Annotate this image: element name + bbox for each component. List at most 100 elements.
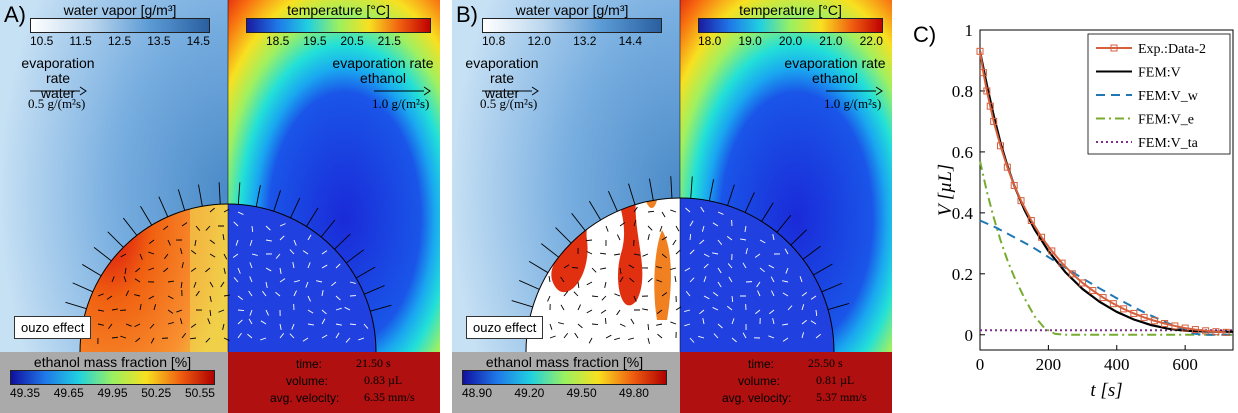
ethanol-ticks: 48.90 49.20 49.50 49.80: [462, 386, 667, 400]
tick: 19.5: [303, 34, 326, 48]
evap-line1: evaporation rate: [782, 56, 888, 71]
temperature-gradient: [698, 18, 883, 33]
evap-ethanol-rate-b: 1.0 g/(m²s): [824, 96, 881, 112]
legend-label: FEM:V_ta: [1138, 136, 1199, 151]
tick: 13.5: [147, 34, 170, 48]
tick: 22.0: [860, 34, 883, 48]
water-vapor-colorbar-b: water vapor [g/m³] 10.8 12.0 13.2 14.4: [482, 2, 662, 48]
evap-water-rate-a: 0.5 g/(m²s): [28, 96, 85, 112]
evap-ethanol-label-a: evaporation rate ethanol: [330, 56, 436, 86]
y-tick-label: 0.2: [952, 265, 973, 284]
water-vapor-gradient: [482, 18, 662, 33]
tick: 20.5: [340, 34, 363, 48]
ethanol-gradient: [10, 370, 215, 385]
legend-label: FEM:V: [1138, 66, 1181, 81]
time-label: time:: [748, 357, 774, 371]
flow-arrow: [592, 324, 598, 325]
evap-line2: ethanol: [782, 71, 888, 86]
evap-water-rate-b: 0.5 g/(m²s): [480, 96, 537, 112]
tick: 50.25: [141, 386, 171, 400]
y-tick-label: 1: [965, 21, 974, 40]
tick: 49.50: [567, 386, 597, 400]
water-vapor-gradient: [30, 18, 210, 33]
tick: 49.95: [97, 386, 127, 400]
tick: 49.35: [10, 386, 40, 400]
tick: 11.5: [69, 34, 91, 48]
panel-b: B) water vapor [g/m³] 10.8 12.0 13.2 14.…: [452, 0, 892, 413]
evap-line2: ethanol: [330, 71, 436, 86]
water-vapor-ticks: 10.5 11.5 12.5 13.5 14.5: [30, 34, 210, 48]
x-tick-label: 200: [1036, 355, 1062, 374]
legend-label: FEM:V_e: [1138, 113, 1194, 128]
evap-ethanol-rate-a: 1.0 g/(m²s): [372, 96, 429, 112]
tick: 19.0: [738, 34, 761, 48]
legend-label: Exp.:Data-2: [1138, 42, 1206, 57]
legend-label: FEM:V_w: [1138, 89, 1199, 104]
velocity-value: 5.37 mm/s: [816, 390, 867, 405]
water-vapor-ticks: 10.8 12.0 13.2 14.4: [482, 34, 662, 48]
tick: 10.5: [30, 34, 53, 48]
flow-arrow: [605, 318, 606, 324]
panel-a: A) water vapor [g/m³] 10.5 11.5 12.5 13.…: [0, 0, 440, 413]
water-vapor-colorbar-a: water vapor [g/m³] 10.5 11.5 12.5 13.5 1…: [30, 2, 210, 48]
tick: 49.20: [514, 386, 544, 400]
y-tick-label: 0.8: [952, 82, 973, 101]
time-value: 25.50 s: [808, 356, 843, 371]
time-value: 21.50 s: [356, 356, 391, 371]
tick: 48.90: [462, 386, 492, 400]
flow-arrow: [690, 234, 691, 240]
velocity-label: avg. velocity:: [270, 391, 339, 405]
ethanol-title: ethanol mass fraction [%]: [10, 354, 215, 370]
temperature-colorbar-b: temperature [°C] 18.0 19.0 20.0 21.0 22.…: [698, 2, 883, 48]
time-label: time:: [296, 357, 322, 371]
temperature-ticks: 18.5 19.5 20.5 21.5: [246, 34, 431, 48]
temperature-title: temperature [°C]: [246, 2, 431, 18]
evap-ethanol-arrow: [372, 86, 432, 96]
tick: 14.4: [619, 34, 642, 48]
water-vapor-title: water vapor [g/m³]: [30, 2, 210, 18]
flow-arrow: [572, 267, 578, 268]
tick: 49.65: [54, 386, 84, 400]
temperature-colorbar-a: temperature [°C] 18.5 19.5 20.5 21.5: [246, 2, 431, 48]
ouzo-effect-label-a: ouzo effect: [14, 316, 91, 339]
temperature-title: temperature [°C]: [698, 2, 883, 18]
tick: 13.2: [573, 34, 596, 48]
ethanol-title: ethanol mass fraction [%]: [462, 354, 667, 370]
y-tick-label: 0.6: [952, 143, 973, 162]
volume-chart: 0 200 400 60000.20.40.60.81t [s]V [µL]Exp.:…: [905, 0, 1238, 413]
volume-label: volume:: [738, 374, 780, 388]
x-tick-label: 600: [1172, 355, 1198, 374]
tick: 20.0: [779, 34, 802, 48]
evap-line1: evaporation rate: [8, 56, 108, 86]
panel-a-label: A): [4, 2, 26, 28]
ethanol-colorbar-b: ethanol mass fraction [%] 48.90 49.20 49…: [452, 352, 680, 413]
evap-line1: evaporation rate: [452, 56, 552, 86]
ethanol-ticks: 49.35 49.65 49.95 50.25 50.55: [10, 386, 215, 400]
stats-box-a: time: 21.50 s volume: 0.83 µL avg. veloc…: [228, 352, 440, 413]
tick: 14.5: [187, 34, 210, 48]
ethanol-gradient: [462, 370, 667, 385]
volume-label: volume:: [286, 374, 328, 388]
tick: 18.0: [698, 34, 721, 48]
evap-water-arrow: [28, 86, 88, 96]
evap-water-arrow: [480, 86, 540, 96]
velocity-value: 6.35 mm/s: [364, 390, 415, 405]
tick: 12.0: [528, 34, 551, 48]
tick: 50.55: [185, 386, 215, 400]
temperature-gradient: [246, 18, 431, 33]
evap-line1: evaporation rate: [330, 56, 436, 71]
x-axis-label: t [s]: [1090, 380, 1122, 401]
panel-b-label: B): [456, 2, 478, 28]
y-tick-label: 0: [965, 326, 974, 345]
tick: 12.5: [108, 34, 131, 48]
tick: 10.8: [482, 34, 505, 48]
water-vapor-title: water vapor [g/m³]: [482, 2, 662, 18]
temperature-ticks: 18.0 19.0 20.0 21.0 22.0: [698, 34, 883, 48]
evap-ethanol-label-b: evaporation rate ethanol: [782, 56, 888, 86]
stats-box-b: time: 25.50 s volume: 0.81 µL avg. veloc…: [680, 352, 892, 413]
x-tick-label: 400: [1104, 355, 1130, 374]
y-axis-label: V [µL]: [935, 164, 956, 216]
ouzo-effect-label-b: ouzo effect: [466, 316, 543, 339]
ethanol-colorbar-a: ethanol mass fraction [%] 49.35 49.65 49…: [0, 352, 228, 413]
tick: 18.5: [266, 34, 289, 48]
